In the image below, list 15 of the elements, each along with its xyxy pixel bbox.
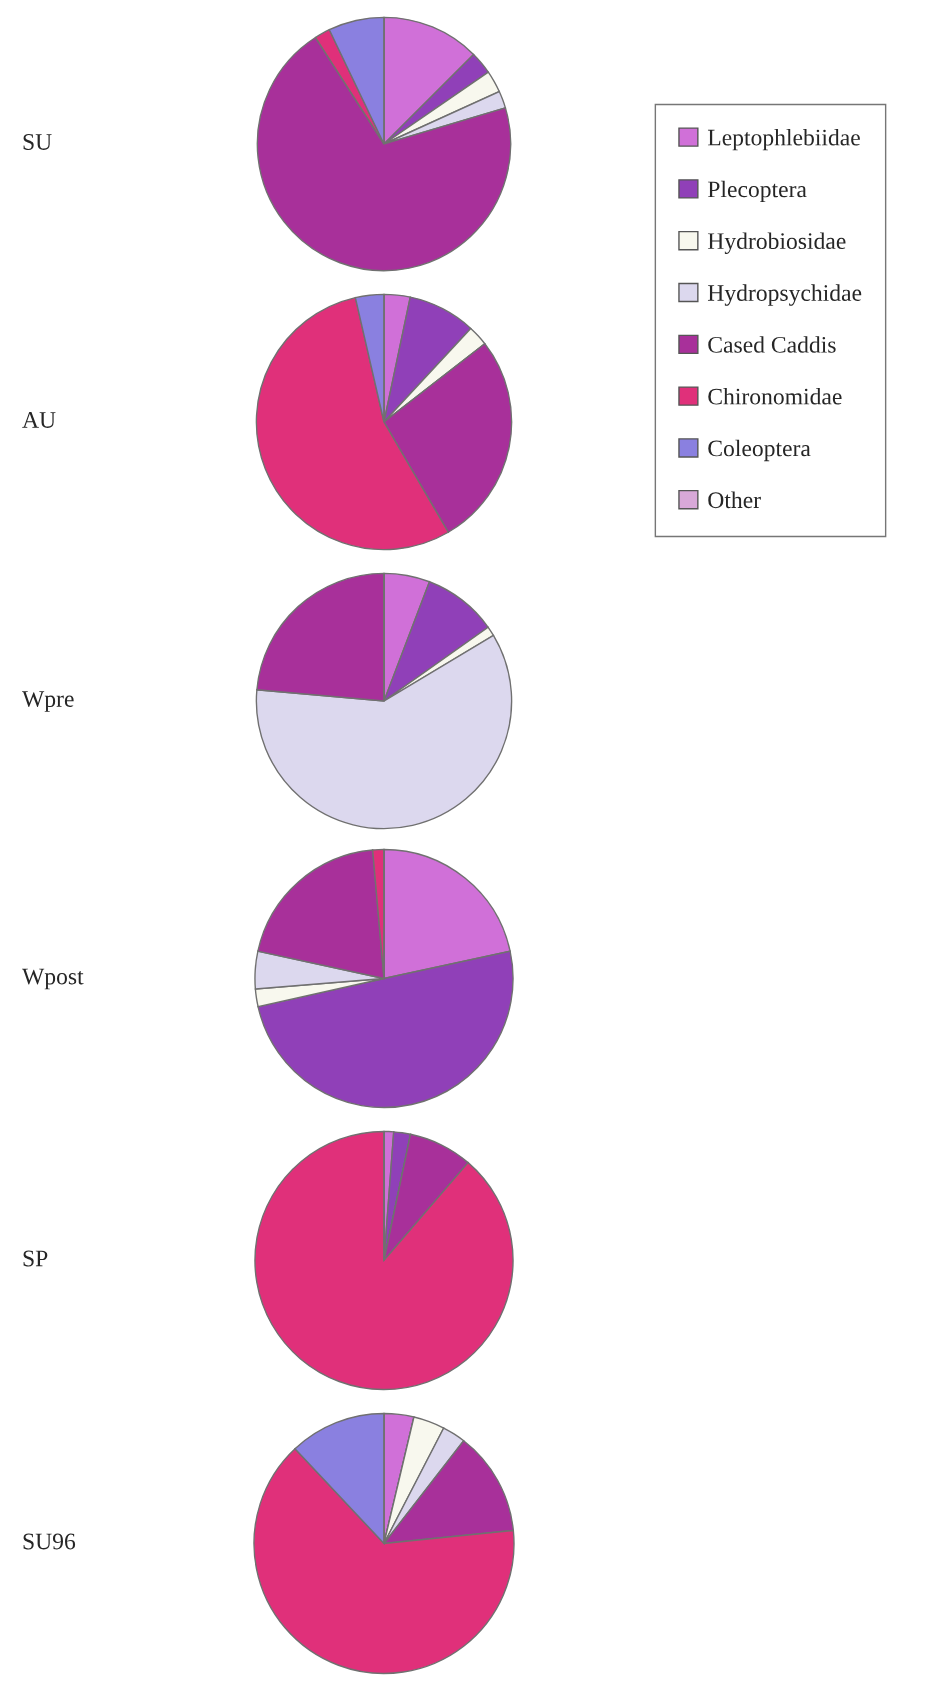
legend-label: Hydropsychidae xyxy=(707,284,862,306)
text: AU xyxy=(22,412,56,428)
legend-label: Plecoptera xyxy=(707,180,807,203)
pie-slice xyxy=(254,1130,514,1391)
legend-label: Cased Caddis xyxy=(708,336,836,353)
text: Wpre xyxy=(22,691,74,712)
legend-label: Chironomidae xyxy=(708,387,842,405)
legend-label: Coleoptera xyxy=(708,439,811,462)
text: Wpost xyxy=(22,968,84,990)
legend-label: Leptophlebiidae xyxy=(707,128,860,151)
text: SP xyxy=(23,1250,48,1267)
legend-label: Other xyxy=(708,491,761,509)
text: SU xyxy=(23,134,52,150)
text: SU96 xyxy=(23,1533,76,1550)
legend-label: Hydrobiosidae xyxy=(707,232,846,254)
